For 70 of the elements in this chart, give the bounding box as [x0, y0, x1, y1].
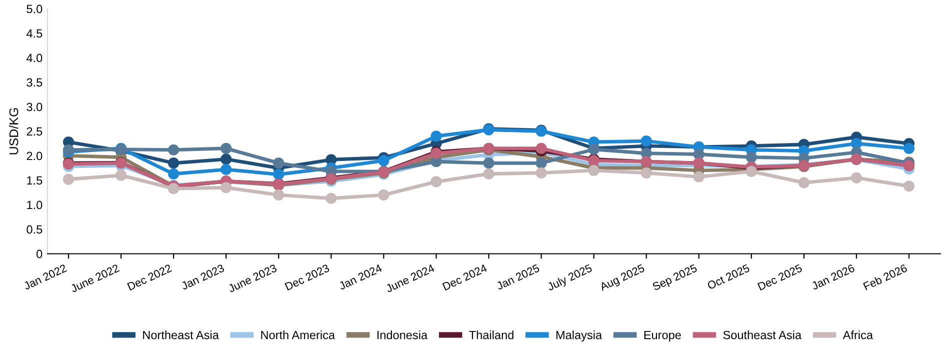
- point: [168, 144, 180, 156]
- point: [168, 158, 180, 169]
- point: [903, 142, 915, 154]
- point: [378, 155, 390, 166]
- y-tick-label: 2.0: [26, 152, 42, 160]
- point: [588, 164, 600, 176]
- legend-label: Thailand: [469, 330, 514, 340]
- point: [746, 152, 757, 163]
- legend-label: Southeast Asia: [723, 330, 802, 340]
- y-tick-label: 2.5: [26, 127, 42, 136]
- point: [326, 192, 337, 204]
- y-tick-label: 4.0: [26, 54, 42, 62]
- legend-label: North America: [261, 330, 336, 340]
- point: [903, 180, 915, 192]
- x-tick-label: Jan 2026: [810, 264, 856, 290]
- point: [220, 182, 232, 194]
- point: [536, 158, 547, 169]
- point: [62, 174, 74, 185]
- legend-label: Europe: [644, 330, 681, 342]
- point: [273, 168, 284, 180]
- x-tick-label: Dec 2025: [757, 264, 803, 291]
- y-tick-label: 0: [36, 250, 42, 258]
- point: [430, 130, 442, 142]
- x-tick-label: Feb 2026: [862, 264, 908, 290]
- point: [640, 167, 652, 178]
- point: [536, 167, 547, 178]
- point: [430, 176, 442, 188]
- point: [850, 138, 862, 150]
- point: [378, 189, 390, 201]
- y-axis-title: USD/KG: [9, 108, 18, 154]
- legend-label: Africa: [842, 330, 874, 340]
- point: [273, 158, 284, 169]
- y-tick-label: 3.5: [26, 78, 42, 87]
- x-tick-label: Aug 2025: [598, 264, 646, 293]
- x-tick-label: Jan 2022: [22, 264, 68, 290]
- x-tick-label: June 2024: [385, 264, 435, 293]
- point: [640, 135, 652, 147]
- x-tick-label: July 2025: [546, 264, 594, 293]
- x-tick-label: Oct 2025: [706, 264, 750, 290]
- y-tick-label: 1.5: [27, 176, 42, 185]
- point: [483, 168, 494, 180]
- x-tick-label: June 2022: [70, 264, 120, 293]
- point: [693, 171, 704, 182]
- point: [693, 148, 704, 160]
- x-tick-label: Sep 2025: [652, 264, 698, 293]
- point: [168, 168, 180, 180]
- y-tick-label: 1.0: [27, 200, 42, 210]
- x-tick-label: Jan 2023: [180, 264, 225, 290]
- point: [850, 172, 862, 184]
- x-tick-label: Dec 2023: [284, 264, 330, 291]
- y-tick-label: 4.5: [26, 29, 42, 38]
- x-tick-label: Jan 2025: [496, 264, 540, 290]
- point: [220, 142, 232, 154]
- point: [798, 177, 810, 188]
- legend-label: Malaysia: [556, 330, 602, 342]
- point: [483, 158, 494, 169]
- point: [220, 164, 232, 176]
- y-tick-label: 0.5: [26, 225, 42, 234]
- x-tick-label: Dec 2022: [127, 264, 172, 291]
- x-tick-label: Dec 2024: [442, 264, 488, 291]
- x-tick-label: June 2023: [228, 264, 278, 293]
- legend-label: Indonesia: [377, 330, 428, 340]
- point: [220, 154, 232, 165]
- y-tick-label: 5.0: [26, 4, 42, 14]
- point: [536, 142, 547, 154]
- x-tick-label: Jan 2024: [338, 264, 382, 290]
- point: [115, 170, 127, 181]
- point: [273, 189, 284, 201]
- y-tick-label: 3.0: [26, 102, 42, 112]
- legend-label: Northeast Asia: [143, 330, 219, 340]
